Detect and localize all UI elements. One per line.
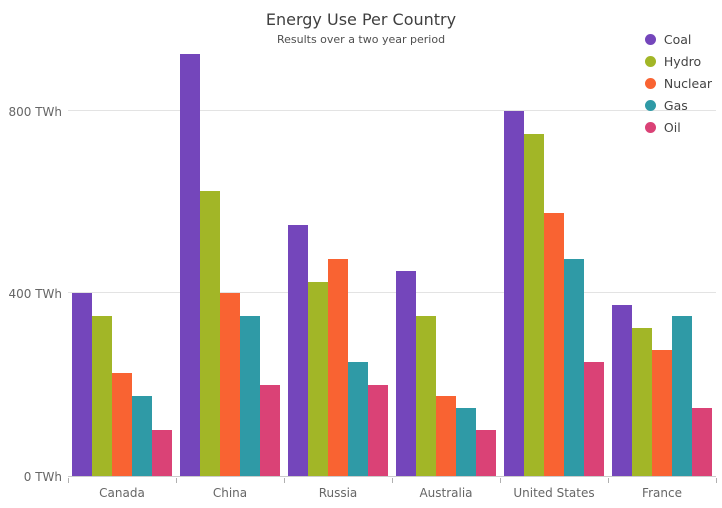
legend-swatch-gas	[644, 100, 656, 111]
legend-label-coal: Coal	[663, 32, 692, 47]
bar-hydro-united-states[interactable]	[524, 133, 544, 476]
legend-item-nuclear[interactable]: Nuclear	[644, 75, 712, 92]
x-axis-tick	[176, 478, 177, 483]
bar-oil-australia[interactable]	[476, 430, 496, 476]
legend-label-hydro: Hydro	[663, 54, 702, 69]
bar-coal-united-states[interactable]	[504, 110, 524, 476]
x-axis-label-russia: Russia	[318, 486, 358, 500]
x-axis-label-france: France	[642, 486, 682, 500]
bar-nuclear-australia[interactable]	[436, 396, 456, 476]
bar-group-china	[176, 40, 284, 476]
bar-group-canada	[68, 40, 176, 476]
legend-item-oil[interactable]: Oil	[644, 119, 712, 136]
x-axis-tick	[68, 478, 69, 483]
bar-hydro-russia[interactable]	[308, 281, 328, 476]
bar-hydro-australia[interactable]	[416, 316, 436, 476]
bar-gas-russia[interactable]	[348, 361, 368, 476]
x-axis-tick	[392, 478, 393, 483]
bar-nuclear-france[interactable]	[652, 350, 672, 476]
chart-title: Energy Use Per Country	[265, 10, 457, 29]
plot-area	[68, 40, 717, 483]
bar-groups	[68, 40, 716, 476]
bar-coal-canada[interactable]	[72, 293, 92, 476]
bar-oil-france[interactable]	[692, 407, 712, 476]
bar-nuclear-russia[interactable]	[328, 259, 348, 476]
legend-swatch-oil	[644, 122, 656, 133]
bar-hydro-china[interactable]	[200, 190, 220, 476]
y-axis-label-400: 400 TWh	[8, 287, 62, 302]
legend-label-nuclear: Nuclear	[663, 76, 712, 91]
bar-hydro-canada[interactable]	[92, 316, 112, 476]
bar-nuclear-united-states[interactable]	[544, 213, 564, 476]
bar-coal-russia[interactable]	[288, 224, 308, 476]
x-axis-labels: Canada China Russia Australia United States F…	[68, 486, 716, 500]
legend-item-hydro[interactable]: Hydro	[644, 53, 712, 70]
x-axis-tick	[608, 478, 609, 483]
bar-group-russia	[284, 40, 392, 476]
bar-group-australia	[392, 40, 500, 476]
bar-gas-united-states[interactable]	[564, 259, 584, 476]
bar-oil-canada[interactable]	[152, 430, 172, 476]
legend-label-oil: Oil	[663, 120, 681, 135]
bar-gas-canada[interactable]	[132, 396, 152, 476]
chart-subtitle: Results over a two year period	[276, 33, 446, 46]
bar-gas-australia[interactable]	[456, 407, 476, 476]
bar-oil-china[interactable]	[260, 384, 280, 476]
bar-coal-china[interactable]	[180, 53, 200, 476]
legend-item-gas[interactable]: Gas	[644, 97, 712, 114]
bar-coal-france[interactable]	[612, 304, 632, 476]
y-axis-label-800: 800 TWh	[8, 104, 62, 119]
bar-gas-china[interactable]	[240, 316, 260, 476]
x-axis-tick	[284, 478, 285, 483]
bar-group-france	[608, 40, 716, 476]
y-axis-label-0: 0 TWh	[23, 470, 62, 484]
legend-swatch-nuclear	[644, 78, 656, 89]
x-axis-label-china: China	[212, 486, 248, 500]
legend-item-coal[interactable]: Coal	[644, 31, 712, 48]
legend-label-gas: Gas	[663, 98, 688, 113]
legend-swatch-hydro	[644, 56, 656, 67]
x-axis-tick	[716, 478, 717, 483]
bar-hydro-france[interactable]	[632, 327, 652, 476]
bar-group-united-states	[500, 40, 608, 476]
x-axis-label-canada: Canada	[99, 486, 145, 500]
bar-nuclear-china[interactable]	[220, 293, 240, 476]
x-axis-label-australia: Australia	[419, 486, 473, 500]
bar-nuclear-canada[interactable]	[112, 373, 132, 476]
bar-gas-france[interactable]	[672, 316, 692, 476]
legend-swatch-coal	[644, 34, 656, 45]
x-axis-tick	[500, 478, 501, 483]
x-axis-label-united-states: United States	[513, 486, 595, 500]
gridline-800	[68, 109, 716, 111]
bar-oil-russia[interactable]	[368, 384, 388, 476]
gridline-400	[68, 292, 716, 294]
bar-oil-united-states[interactable]	[584, 361, 604, 476]
bar-coal-australia[interactable]	[396, 270, 416, 476]
legend: Coal Hydro Nuclear Gas Oil	[644, 31, 712, 141]
